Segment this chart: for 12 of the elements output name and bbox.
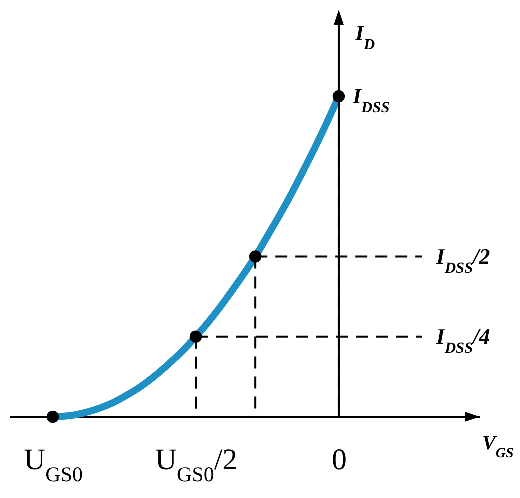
text: I$_{DSS}$/4 <box>435 324 490 356</box>
x-tick-label: 0 <box>332 444 347 476</box>
y-axis-title: I$_{D}$ <box>354 20 376 53</box>
point <box>46 410 60 424</box>
point <box>332 90 346 103</box>
point <box>249 250 262 263</box>
text: I$_{DSS}$/2 <box>435 244 490 276</box>
x-axis-title: V$_{GS}$ <box>482 432 514 461</box>
point <box>190 330 202 343</box>
x-tick-label: U$_{GS0}$ <box>24 444 84 486</box>
annotation: I$_{DSS}$ <box>352 84 390 116</box>
x-tick-label: U$_{GS0}$/2 <box>155 444 238 486</box>
